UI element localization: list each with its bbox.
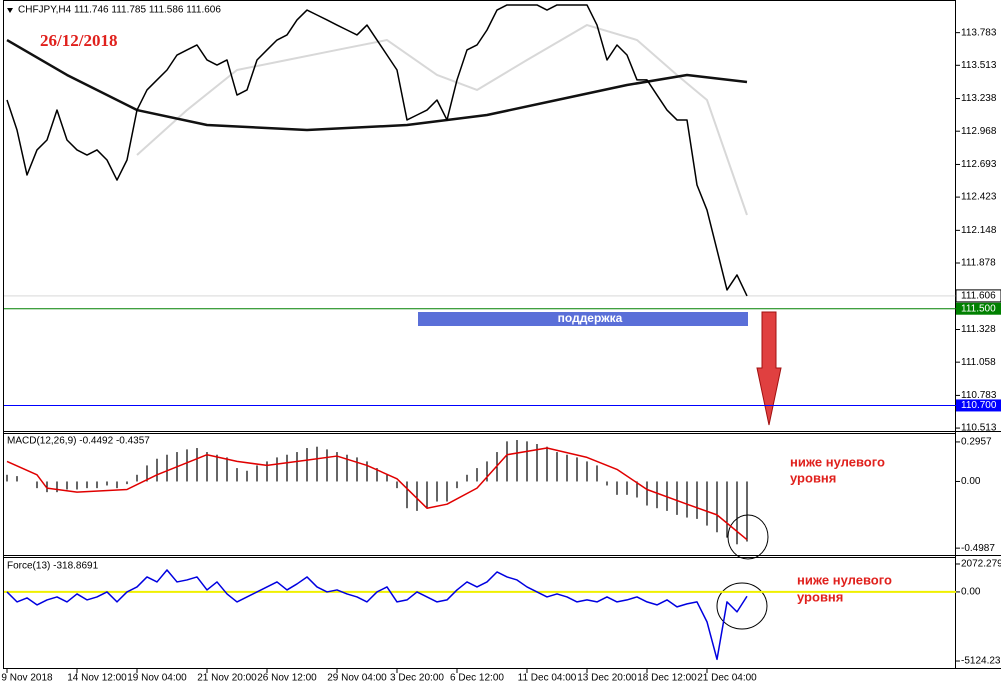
level-box	[956, 399, 1001, 412]
series-line	[6, 569, 748, 661]
x-tick-label: 9 Nov 2018	[1, 673, 53, 684]
y-tick-label: 111.878	[961, 258, 996, 269]
y-tick-label: 111.058	[961, 357, 996, 368]
level-label: 111.500	[961, 303, 996, 314]
y-tick-label: 2072.2793	[961, 559, 1001, 570]
y-tick-label: 113.783	[961, 27, 997, 38]
annotation: уровня	[790, 470, 836, 485]
y-tick-label: -0.4987	[961, 543, 995, 554]
y-tick-label: 0.00	[961, 587, 981, 598]
y-tick-label: 110.783	[961, 390, 997, 401]
x-tick-label: 11 Dec 04:00	[518, 673, 577, 684]
price-box	[955, 289, 1001, 303]
x-tick-label: 18 Dec 12:00	[637, 673, 697, 684]
series-line	[6, 38, 748, 132]
x-tick-label: 19 Nov 04:00	[127, 673, 187, 684]
series-line	[6, 4, 748, 297]
y-tick-label: 112.693	[961, 159, 997, 170]
x-tick-label: 6 Dec 12:00	[450, 673, 504, 684]
y-tick-label: 113.513	[961, 60, 997, 71]
x-tick-label: 14 Nov 12:00	[67, 673, 127, 684]
highlight-circle	[716, 582, 768, 630]
x-tick-label: 21 Nov 20:00	[197, 673, 257, 684]
symbol-marker	[7, 8, 13, 13]
x-tick-label: 21 Dec 04:00	[697, 673, 757, 684]
x-tick-label: 13 Dec 20:00	[577, 673, 637, 684]
y-tick-label: 113.238	[961, 93, 997, 104]
x-tick-label: 26 Nov 12:00	[257, 673, 317, 684]
level-label: 110.700	[961, 400, 997, 411]
y-tick-label: 112.148	[961, 225, 997, 236]
y-tick-label: 0.00	[961, 476, 981, 487]
annotation: уровня	[797, 589, 843, 604]
y-tick-label: 112.968	[961, 126, 997, 137]
y-tick-label: 0.2957	[961, 437, 992, 448]
highlight-circle	[727, 514, 769, 560]
y-tick-label: 111.328	[961, 324, 996, 335]
down-arrow	[756, 311, 782, 426]
date-label: 26/12/2018	[40, 31, 117, 50]
support-zone	[418, 312, 748, 326]
y-tick-label: -5124.2314	[961, 656, 1001, 667]
y-tick-label: 110.513	[961, 423, 997, 434]
force-header: Force(13) -318.8691	[7, 561, 99, 572]
y-tick-label: 112.423	[961, 192, 997, 203]
macd-header: MACD(12,26,9) -0.4492 -0.4357	[7, 436, 150, 447]
level-box	[956, 302, 1001, 315]
price-label: 111.606	[961, 291, 996, 302]
series-line	[6, 447, 748, 541]
symbol-header: CHFJPY,H4 111.746 111.785 111.586 111.60…	[18, 5, 221, 16]
annotation: ниже нулевого	[797, 572, 892, 587]
x-tick-label: 29 Nov 04:00	[327, 673, 387, 684]
support-label: поддержка	[558, 311, 623, 325]
x-tick-label: 3 Dec 20:00	[390, 673, 444, 684]
annotation: ниже нулевого	[790, 454, 885, 469]
